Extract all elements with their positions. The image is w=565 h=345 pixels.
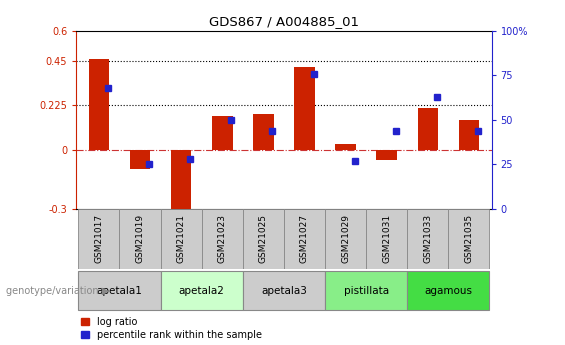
Text: apetala3: apetala3 — [261, 286, 307, 296]
FancyBboxPatch shape — [449, 209, 489, 269]
FancyBboxPatch shape — [243, 271, 325, 310]
FancyBboxPatch shape — [325, 271, 407, 310]
Text: GSM21033: GSM21033 — [423, 214, 432, 264]
FancyBboxPatch shape — [243, 209, 284, 269]
FancyBboxPatch shape — [284, 209, 325, 269]
Bar — [376, 149, 397, 160]
Text: GSM21017: GSM21017 — [94, 214, 103, 264]
FancyBboxPatch shape — [160, 209, 202, 269]
Bar — [171, 149, 192, 215]
Text: GSM21019: GSM21019 — [136, 214, 145, 264]
Text: pistillata: pistillata — [344, 286, 389, 296]
Text: genotype/variation ▶: genotype/variation ▶ — [6, 286, 109, 296]
FancyBboxPatch shape — [325, 209, 366, 269]
Text: GSM21027: GSM21027 — [300, 214, 309, 264]
FancyBboxPatch shape — [407, 209, 449, 269]
Text: GSM21035: GSM21035 — [464, 214, 473, 264]
FancyBboxPatch shape — [79, 209, 119, 269]
Text: GSM21029: GSM21029 — [341, 214, 350, 264]
Legend: log ratio, percentile rank within the sample: log ratio, percentile rank within the sa… — [81, 317, 262, 340]
FancyBboxPatch shape — [407, 271, 489, 310]
FancyBboxPatch shape — [202, 209, 243, 269]
FancyBboxPatch shape — [366, 209, 407, 269]
Bar — [335, 144, 356, 149]
Title: GDS867 / A004885_01: GDS867 / A004885_01 — [209, 16, 359, 29]
Text: GSM21021: GSM21021 — [177, 214, 186, 264]
FancyBboxPatch shape — [79, 271, 160, 310]
Bar — [130, 149, 150, 169]
Bar — [253, 114, 273, 149]
Bar — [459, 120, 479, 149]
Bar — [89, 59, 109, 149]
Bar — [418, 108, 438, 149]
Text: GSM21023: GSM21023 — [218, 214, 227, 264]
Text: GSM21031: GSM21031 — [382, 214, 391, 264]
FancyBboxPatch shape — [119, 209, 160, 269]
Text: apetala2: apetala2 — [179, 286, 225, 296]
FancyBboxPatch shape — [160, 271, 243, 310]
Text: GSM21025: GSM21025 — [259, 214, 268, 264]
Text: apetala1: apetala1 — [97, 286, 142, 296]
Text: agamous: agamous — [424, 286, 472, 296]
Bar — [212, 116, 233, 149]
Bar — [294, 67, 315, 149]
